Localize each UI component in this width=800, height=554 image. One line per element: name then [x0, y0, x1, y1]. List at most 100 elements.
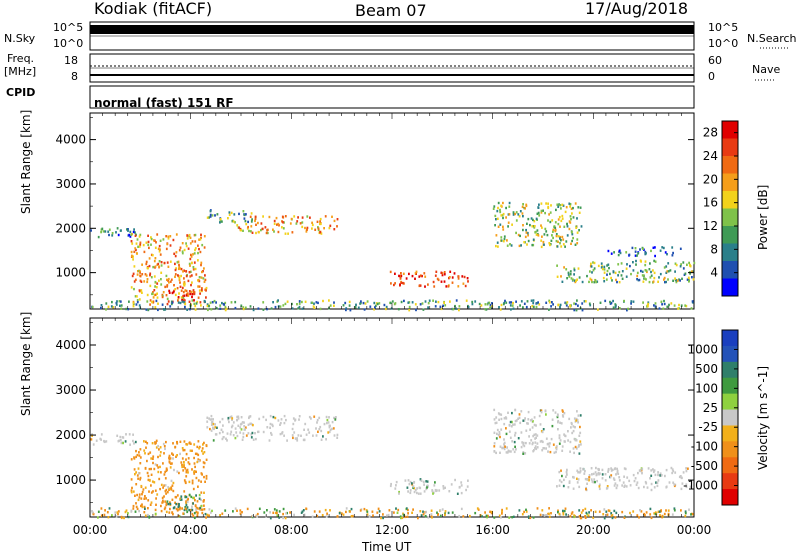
scatter-cell: [433, 484, 436, 487]
scatter-cell: [203, 280, 206, 283]
scatter-cell: [186, 443, 188, 446]
scatter-cell: [188, 262, 191, 266]
scatter-cell: [614, 303, 617, 306]
scatter-cell: [221, 437, 224, 441]
scatter-cell: [672, 279, 674, 282]
scatter-cell: [440, 280, 443, 283]
scatter-cell: [672, 251, 674, 255]
scatter-cell: [555, 446, 558, 449]
scatter-cell: [191, 295, 193, 299]
scatter-cell: [559, 421, 561, 424]
scatter-cell: [508, 516, 511, 519]
scatter-cell: [308, 415, 311, 419]
colorbar-tick-label: 20: [703, 172, 718, 186]
scatter-cell: [110, 305, 113, 308]
scatter-cell: [545, 447, 547, 450]
scatter-cell: [534, 447, 536, 450]
scatter-cell: [269, 517, 272, 520]
scatter-cell: [633, 479, 636, 483]
scatter-cell: [127, 229, 129, 232]
scatter-cell: [133, 250, 136, 253]
scatter-cell: [197, 285, 199, 288]
scatter-cell: [128, 433, 131, 436]
scatter-cell: [135, 483, 138, 486]
scatter-cell: [144, 467, 147, 470]
scatter-cell: [263, 511, 266, 514]
scatter-cell: [576, 217, 578, 220]
scatter-cell: [183, 301, 186, 304]
scatter-cell: [175, 251, 178, 254]
scatter-cell: [382, 513, 384, 516]
scatter-cell: [606, 486, 609, 490]
scatter-cell: [193, 443, 196, 446]
scatter-cell: [469, 514, 471, 518]
scatter-cell: [496, 428, 499, 432]
scatter-cell: [158, 248, 161, 251]
scatter-cell: [230, 425, 233, 429]
scatter-cell: [212, 427, 215, 430]
scatter-cell: [663, 278, 665, 281]
scatter-cell: [132, 504, 135, 508]
scatter-cell: [146, 278, 149, 281]
scatter-cell: [559, 204, 562, 207]
scatter-cell: [568, 417, 571, 421]
colorbar-swatch: [722, 330, 738, 347]
scatter-cell: [514, 431, 517, 435]
scatter-cell: [145, 446, 147, 449]
scatter-cell: [625, 275, 628, 278]
scatter-cell: [236, 415, 239, 419]
scatter-cell: [269, 511, 271, 514]
scatter-cell: [162, 500, 164, 504]
scatter-cell: [507, 225, 509, 228]
scatter-cell: [257, 221, 259, 225]
scatter-cell: [163, 452, 165, 455]
scatter-cell: [523, 241, 526, 244]
scatter-cell: [594, 279, 597, 282]
scatter-cell: [383, 303, 386, 307]
scatter-cell: [413, 487, 416, 490]
scatter-cell: [512, 211, 515, 214]
scatter-cell: [143, 511, 146, 514]
scatter-cell: [424, 514, 427, 518]
scatter-cell: [351, 514, 354, 518]
scatter-cell: [198, 507, 200, 510]
scatter-cell: [655, 481, 657, 484]
scatter-cell: [266, 426, 269, 429]
scatter-cell: [604, 479, 607, 482]
scatter-cell: [565, 304, 568, 307]
scatter-cell: [171, 291, 174, 295]
scatter-cell: [122, 441, 124, 445]
scatter-cell: [149, 503, 152, 506]
scatter-cell: [466, 277, 469, 280]
scatter-cell: [300, 511, 303, 514]
scatter-cell: [278, 224, 280, 227]
scatter-cell: [236, 224, 239, 227]
scatter-cell: [614, 516, 617, 519]
scatter-cell: [555, 234, 558, 238]
scatter-cell: [560, 245, 563, 248]
scatter-cell: [279, 421, 282, 425]
scatter-cell: [197, 453, 200, 457]
scatter-cell: [508, 201, 511, 205]
scatter-cell: [521, 212, 524, 215]
scatter-cell: [269, 426, 271, 429]
scatter-cell: [654, 511, 657, 514]
scatter-cell: [130, 240, 133, 243]
scatter-cell: [679, 247, 682, 250]
scatter-cell: [176, 261, 179, 264]
scatter-cell: [241, 421, 244, 424]
scatter-cell: [552, 228, 555, 231]
scatter-cell: [527, 418, 530, 421]
scatter-cell: [652, 280, 655, 283]
scatter-cell: [179, 285, 182, 288]
scatter-cell: [640, 510, 643, 513]
scatter-cell: [559, 242, 561, 245]
scatter-cell: [298, 302, 301, 305]
scatter-cell: [134, 295, 137, 298]
scatter-cell: [162, 499, 164, 502]
scatter-cell: [175, 502, 178, 506]
scatter-cell: [204, 300, 206, 303]
scatter-cell: [547, 442, 550, 445]
scatter-cell: [279, 432, 282, 436]
